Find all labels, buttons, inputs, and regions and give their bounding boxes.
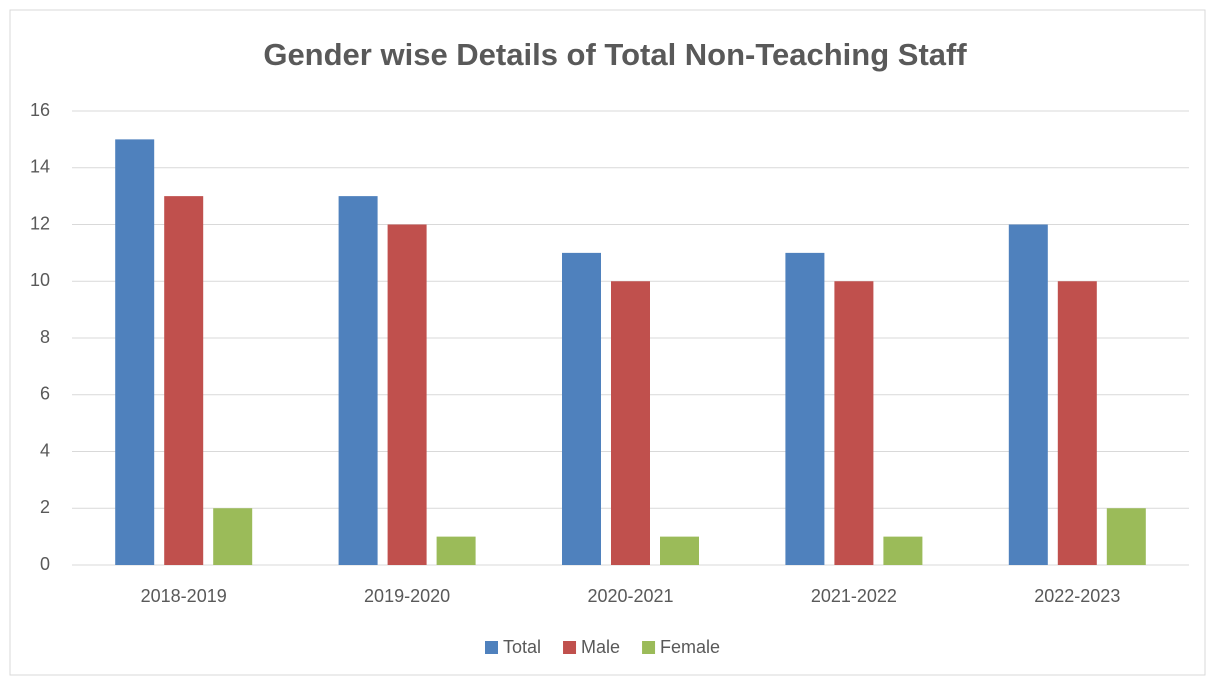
bar	[213, 508, 253, 565]
legend-swatch	[642, 641, 656, 654]
legend-swatch	[563, 641, 577, 654]
legend-label: Total	[503, 637, 541, 657]
x-tick-label: 2022-2023	[1034, 586, 1120, 606]
chart-frame	[9, 9, 1206, 676]
legend-label: Male	[581, 637, 620, 657]
bar	[338, 196, 378, 565]
y-tick-label: 6	[40, 384, 50, 404]
y-tick-label: 12	[30, 213, 50, 233]
bar	[611, 281, 650, 565]
legend-swatch	[485, 641, 498, 654]
x-tick-label: 2019-2020	[364, 586, 450, 606]
bar	[1057, 281, 1097, 565]
bar	[834, 281, 874, 565]
legend-label: Female	[660, 637, 720, 657]
y-tick-label: 0	[40, 554, 50, 574]
bar	[660, 536, 699, 565]
bar	[1008, 224, 1048, 565]
bar	[562, 252, 601, 565]
chart-title: Gender wise Details of Total Non-Teachin…	[263, 37, 967, 72]
y-tick-label: 2	[40, 497, 50, 517]
y-tick-label: 14	[30, 157, 50, 177]
y-tick-label: 10	[30, 270, 50, 290]
bar	[883, 536, 923, 565]
bar	[164, 196, 204, 565]
bar	[785, 252, 825, 565]
y-tick-label: 4	[40, 440, 50, 460]
y-tick-label: 8	[40, 327, 50, 347]
x-tick-label: 2021-2022	[811, 586, 897, 606]
x-tick-label: 2018-2019	[141, 586, 227, 606]
bar	[436, 536, 476, 565]
x-tick-label: 2020-2021	[587, 586, 673, 606]
y-tick-label: 16	[30, 100, 50, 120]
bar	[115, 139, 155, 565]
bar	[387, 224, 427, 565]
bar	[1106, 508, 1146, 565]
